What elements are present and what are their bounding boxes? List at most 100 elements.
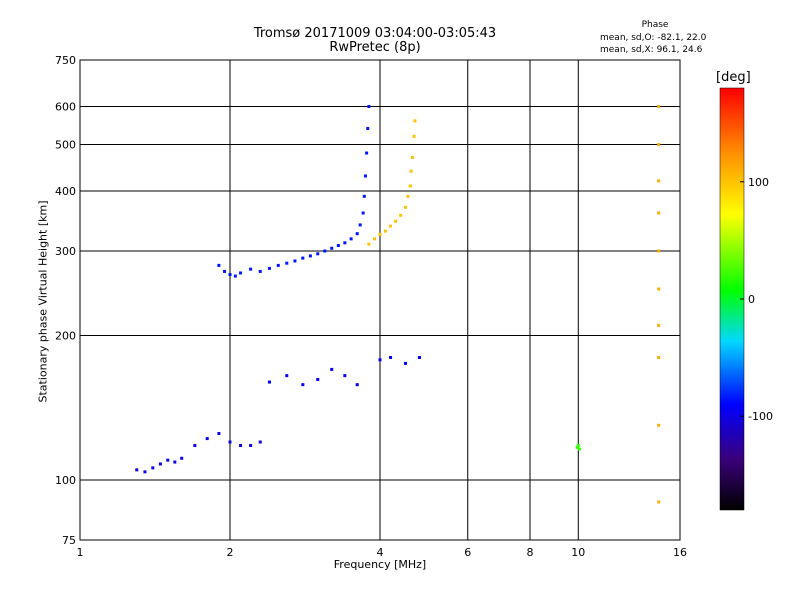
data-point (355, 383, 359, 387)
data-point (276, 263, 280, 267)
y-tick-label: 500 (55, 139, 76, 152)
data-point (361, 211, 365, 215)
colorbar-tick-label: 0 (748, 293, 755, 306)
data-point (657, 323, 661, 327)
data-point (373, 237, 377, 241)
data-point (267, 380, 271, 384)
data-point (409, 169, 413, 173)
data-point (358, 223, 362, 227)
x-axis-label: Frequency [MHz] (333, 558, 427, 571)
data-point (403, 205, 407, 209)
data-point (657, 423, 661, 427)
data-point (239, 444, 243, 448)
data-point (267, 266, 271, 270)
y-tick-label: 300 (55, 245, 76, 258)
data-point (355, 232, 359, 236)
data-point (330, 367, 334, 371)
colorbar-tick-label: -100 (748, 410, 773, 423)
data-point (293, 259, 297, 263)
data-point (330, 246, 334, 250)
data-point (301, 383, 305, 387)
data-point (316, 377, 320, 381)
data-point (399, 213, 403, 217)
phase-stats-x: mean, sd,X: 96.1, 24.6 (600, 45, 703, 55)
data-point (217, 432, 221, 436)
chart-subtitle: RwPretec (8p) (329, 40, 421, 55)
data-point (367, 105, 371, 109)
grid-lines (80, 60, 680, 540)
data-points (135, 105, 661, 504)
data-point (403, 361, 407, 365)
data-point (389, 355, 393, 359)
y-tick-label: 200 (55, 330, 76, 343)
data-point (180, 456, 184, 460)
data-point (378, 232, 382, 236)
data-point (205, 437, 209, 441)
data-point (285, 261, 289, 265)
x-tick-label: 1 (77, 546, 84, 559)
data-point (323, 249, 327, 253)
data-point (657, 143, 661, 147)
data-point (316, 252, 320, 256)
y-tick-label: 750 (55, 54, 76, 67)
data-point (285, 374, 289, 378)
data-point (657, 105, 661, 109)
data-point (228, 273, 232, 277)
data-point (575, 445, 579, 449)
data-point (657, 249, 661, 253)
colorbar-tick-label: 100 (748, 176, 769, 189)
data-point (135, 468, 139, 472)
data-point (394, 219, 398, 223)
y-tick-label: 100 (55, 474, 76, 487)
data-point (166, 458, 170, 462)
data-point (362, 194, 366, 198)
data-point (417, 355, 421, 359)
x-tick-label: 8 (527, 546, 534, 559)
data-point (657, 211, 661, 215)
x-tick-label: 10 (571, 546, 585, 559)
data-point (365, 151, 369, 155)
data-point (228, 440, 232, 444)
y-axis-label: Stationary phase Virtual Height [km] (36, 200, 50, 403)
data-point (406, 194, 410, 198)
data-point (383, 229, 387, 233)
phase-stats-heading: Phase (641, 20, 669, 30)
x-tick-label: 6 (464, 546, 471, 559)
data-point (143, 470, 147, 474)
data-point (336, 244, 340, 248)
data-point (301, 256, 305, 260)
data-point (378, 358, 382, 362)
y-tick-label: 600 (55, 101, 76, 114)
data-point (249, 267, 253, 271)
data-point (366, 126, 370, 130)
x-tick-label: 16 (673, 546, 687, 559)
data-point (343, 241, 347, 245)
phase-stats-o: mean, sd,O: -82.1, 22.0 (600, 33, 707, 43)
data-point (249, 444, 253, 448)
data-point (308, 254, 312, 258)
data-point (151, 466, 155, 470)
data-point (412, 134, 416, 138)
data-point (413, 119, 417, 123)
data-point (258, 269, 262, 273)
data-point (411, 155, 415, 159)
data-point (258, 440, 262, 444)
data-point (657, 355, 661, 359)
data-point (576, 444, 580, 448)
data-point (367, 242, 371, 246)
colorbar-label: [deg] (716, 70, 751, 85)
data-point (657, 500, 661, 504)
axis-ticks: 1 2 4 6 8 10 16 75 100 200 300 400 500 600 750 (55, 54, 687, 559)
chart-title: Tromsø 20171009 03:04:00-03:05:43 (253, 26, 497, 41)
data-point (657, 179, 661, 183)
data-point (223, 269, 227, 273)
data-point (158, 462, 162, 466)
data-point (173, 460, 177, 464)
data-point (217, 263, 221, 267)
data-point (239, 271, 243, 275)
data-point (193, 444, 197, 448)
data-point (389, 224, 393, 228)
y-tick-label: 400 (55, 185, 76, 198)
data-point (657, 287, 661, 291)
